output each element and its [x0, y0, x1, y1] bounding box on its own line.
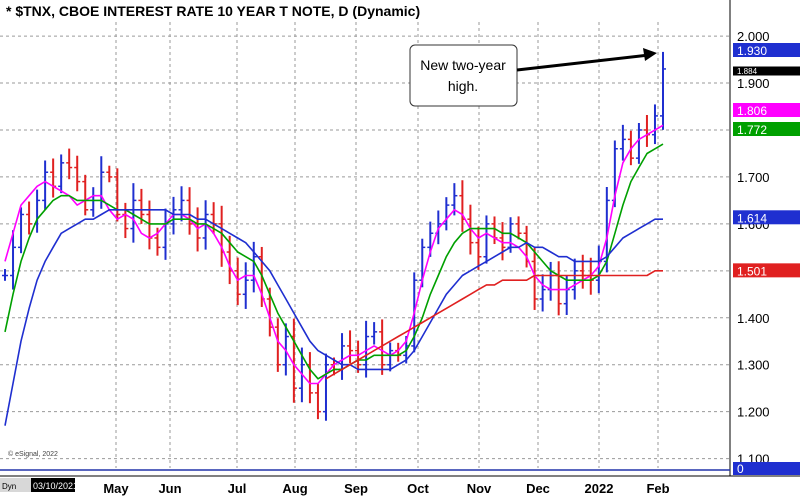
- value-tag-label: 1.501: [737, 264, 767, 278]
- ma-line-4: [325, 269, 663, 380]
- value-tag-box: [733, 263, 800, 278]
- y-tick-label: 1.200: [737, 405, 770, 420]
- watermark: © eSignal, 2022: [8, 450, 58, 458]
- ma-line-1: [4, 124, 664, 385]
- price-bar: [571, 258, 578, 300]
- y-tick-label: 1.300: [737, 358, 770, 373]
- corner-label: Dyn: [2, 482, 16, 491]
- price-bar: [660, 51, 666, 130]
- value-tag: 1.501: [733, 263, 800, 278]
- price-bar: [371, 322, 378, 345]
- x-tick-label: May: [103, 481, 129, 496]
- x-axis: May Jun Jul Aug Sep Oct Nov Dec 2022 Feb: [103, 481, 669, 496]
- value-tag-label: 1.772: [737, 123, 767, 137]
- annotation-text: New two-year: [420, 57, 506, 73]
- price-bar: [18, 207, 25, 254]
- x-tick-label: Dec: [526, 481, 550, 496]
- price-bar: [58, 154, 65, 194]
- price-bar: [515, 216, 522, 240]
- price-bar: [322, 353, 329, 421]
- price-bar: [379, 319, 386, 375]
- price-bar: [387, 342, 394, 372]
- price-bar: [186, 187, 193, 235]
- price-bar: [138, 188, 145, 224]
- price-bar: [242, 262, 249, 309]
- price-bar: [619, 124, 626, 161]
- value-tag-box: [733, 43, 800, 57]
- value-tag-label: 1.930: [737, 44, 767, 58]
- x-tick-label: Jul: [228, 481, 247, 496]
- chart-title: * $TNX, CBOE INTEREST RATE 10 YEAR T NOT…: [6, 3, 420, 19]
- last-value-tags: 1.930 1.884 1.806 1.772 1.614 1.501: [733, 43, 800, 278]
- price-bar: [114, 168, 121, 222]
- price-bar: [10, 230, 17, 290]
- price-bar: [74, 155, 81, 192]
- price-bar: [42, 160, 49, 210]
- annotation-layer: New two-year high.: [409, 44, 657, 107]
- price-bar: [178, 186, 185, 222]
- price-bar: [651, 104, 658, 145]
- x-tick-label: Jun: [158, 481, 181, 496]
- x-tick-label: Oct: [407, 481, 429, 496]
- price-bar: [635, 123, 642, 164]
- value-tag-box: [733, 122, 800, 136]
- price-bar: [363, 320, 370, 378]
- value-tag-label: 1.806: [737, 104, 767, 118]
- price-bar: [82, 174, 89, 216]
- x-tick-label: Aug: [282, 481, 307, 496]
- price-bar: [475, 226, 482, 270]
- y-tick-label: 1.900: [737, 76, 770, 91]
- y-tick-label: 2.000: [737, 29, 770, 44]
- price-bar: [234, 257, 241, 306]
- value-tag-box: [733, 103, 800, 117]
- ma-line-2: [4, 143, 664, 380]
- moving-average-lines: [4, 124, 664, 426]
- x-tick-label: Feb: [646, 481, 669, 496]
- value-tag-box: [733, 66, 800, 76]
- x-tick-label: Nov: [467, 481, 492, 496]
- x-tick-label: 2022: [585, 481, 614, 496]
- annotation-arrow-head: [643, 48, 657, 61]
- price-bar: [539, 274, 546, 312]
- value-tag: 1.614: [733, 210, 800, 225]
- price-bar: [355, 340, 362, 373]
- price-bar: [314, 383, 321, 420]
- lower-panel-value: 0: [737, 462, 744, 476]
- value-tag: 1.930: [733, 43, 800, 58]
- corner-box: [0, 478, 31, 492]
- price-bar: [483, 215, 490, 264]
- price-bar: [66, 148, 73, 180]
- price-bar: [2, 269, 8, 281]
- annotation-text: high.: [448, 78, 478, 94]
- value-tag: 1.772: [733, 122, 800, 137]
- value-tag: 1.884: [733, 66, 800, 76]
- y-tick-label: 1.400: [737, 311, 770, 326]
- annotation-arrow-shaft: [516, 53, 650, 72]
- price-bar: [26, 201, 33, 235]
- value-tag-label: 1.614: [737, 211, 767, 225]
- y-tick-label: 1.700: [737, 170, 770, 185]
- value-tag-label: 1.884: [737, 67, 758, 76]
- ma-line-3: [4, 209, 663, 426]
- start-date-tag: [31, 478, 75, 492]
- price-bar: [250, 241, 257, 293]
- value-tag-box: [733, 210, 800, 225]
- annotation-box: [409, 44, 518, 107]
- value-tag: 1.806: [733, 103, 800, 118]
- price-bar: [531, 248, 538, 310]
- price-bar: [499, 222, 506, 261]
- price-bar: [347, 330, 354, 364]
- price-bar: [274, 318, 281, 372]
- price-bar: [443, 197, 450, 231]
- price-bar: [106, 165, 113, 183]
- x-tick-label: Sep: [344, 481, 368, 496]
- start-date-label: 03/10/2021: [33, 481, 78, 491]
- lower-panel-tag: [733, 462, 800, 475]
- price-bar: [130, 183, 137, 243]
